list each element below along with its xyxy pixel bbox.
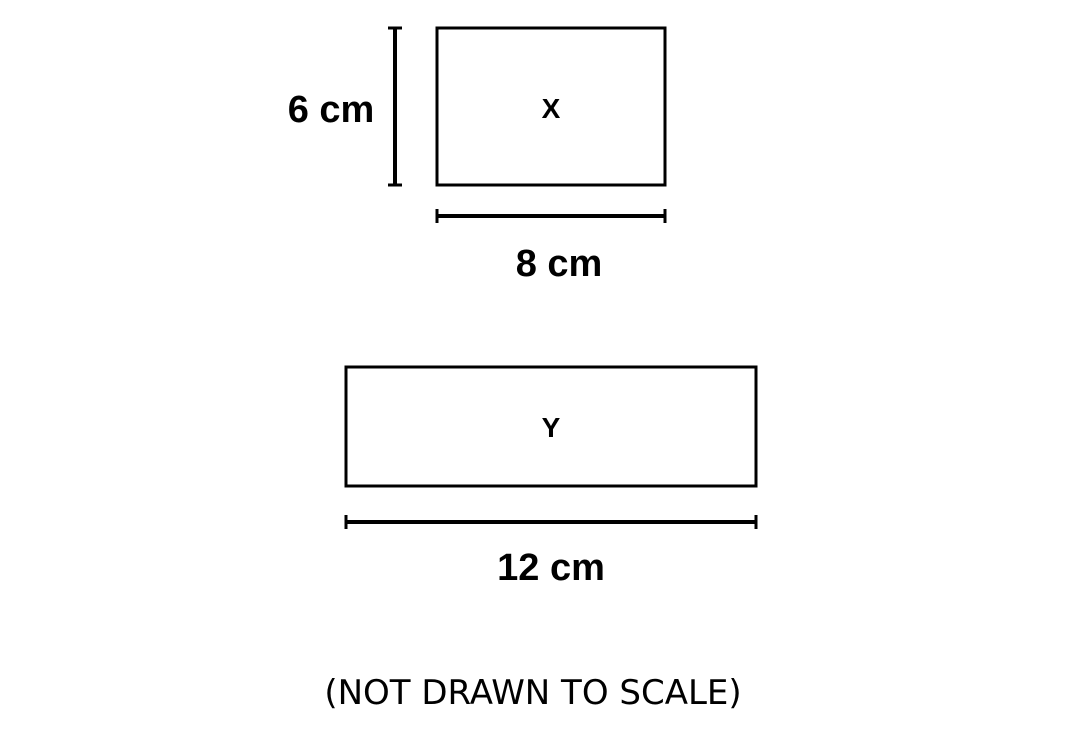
width-label-x: 8 cm [516, 243, 603, 285]
rectangle-x [435, 26, 667, 187]
height-dimension-x: 6 cm [288, 26, 402, 187]
rectangle-y-group: Y [344, 365, 758, 488]
rectangle-y-label: Y [542, 412, 561, 443]
scale-note: (NOT DRAWN TO SCALE) [324, 673, 741, 713]
rectangle-x-group: X [435, 26, 667, 187]
height-label-x: 6 cm [288, 89, 375, 131]
width-dimension-x: 8 cm [435, 209, 667, 285]
rectangle-x-label: X [542, 93, 561, 124]
width-dimension-y: 12 cm [344, 515, 758, 589]
rectangle-y [344, 365, 758, 488]
width-label-y: 12 cm [497, 547, 605, 589]
